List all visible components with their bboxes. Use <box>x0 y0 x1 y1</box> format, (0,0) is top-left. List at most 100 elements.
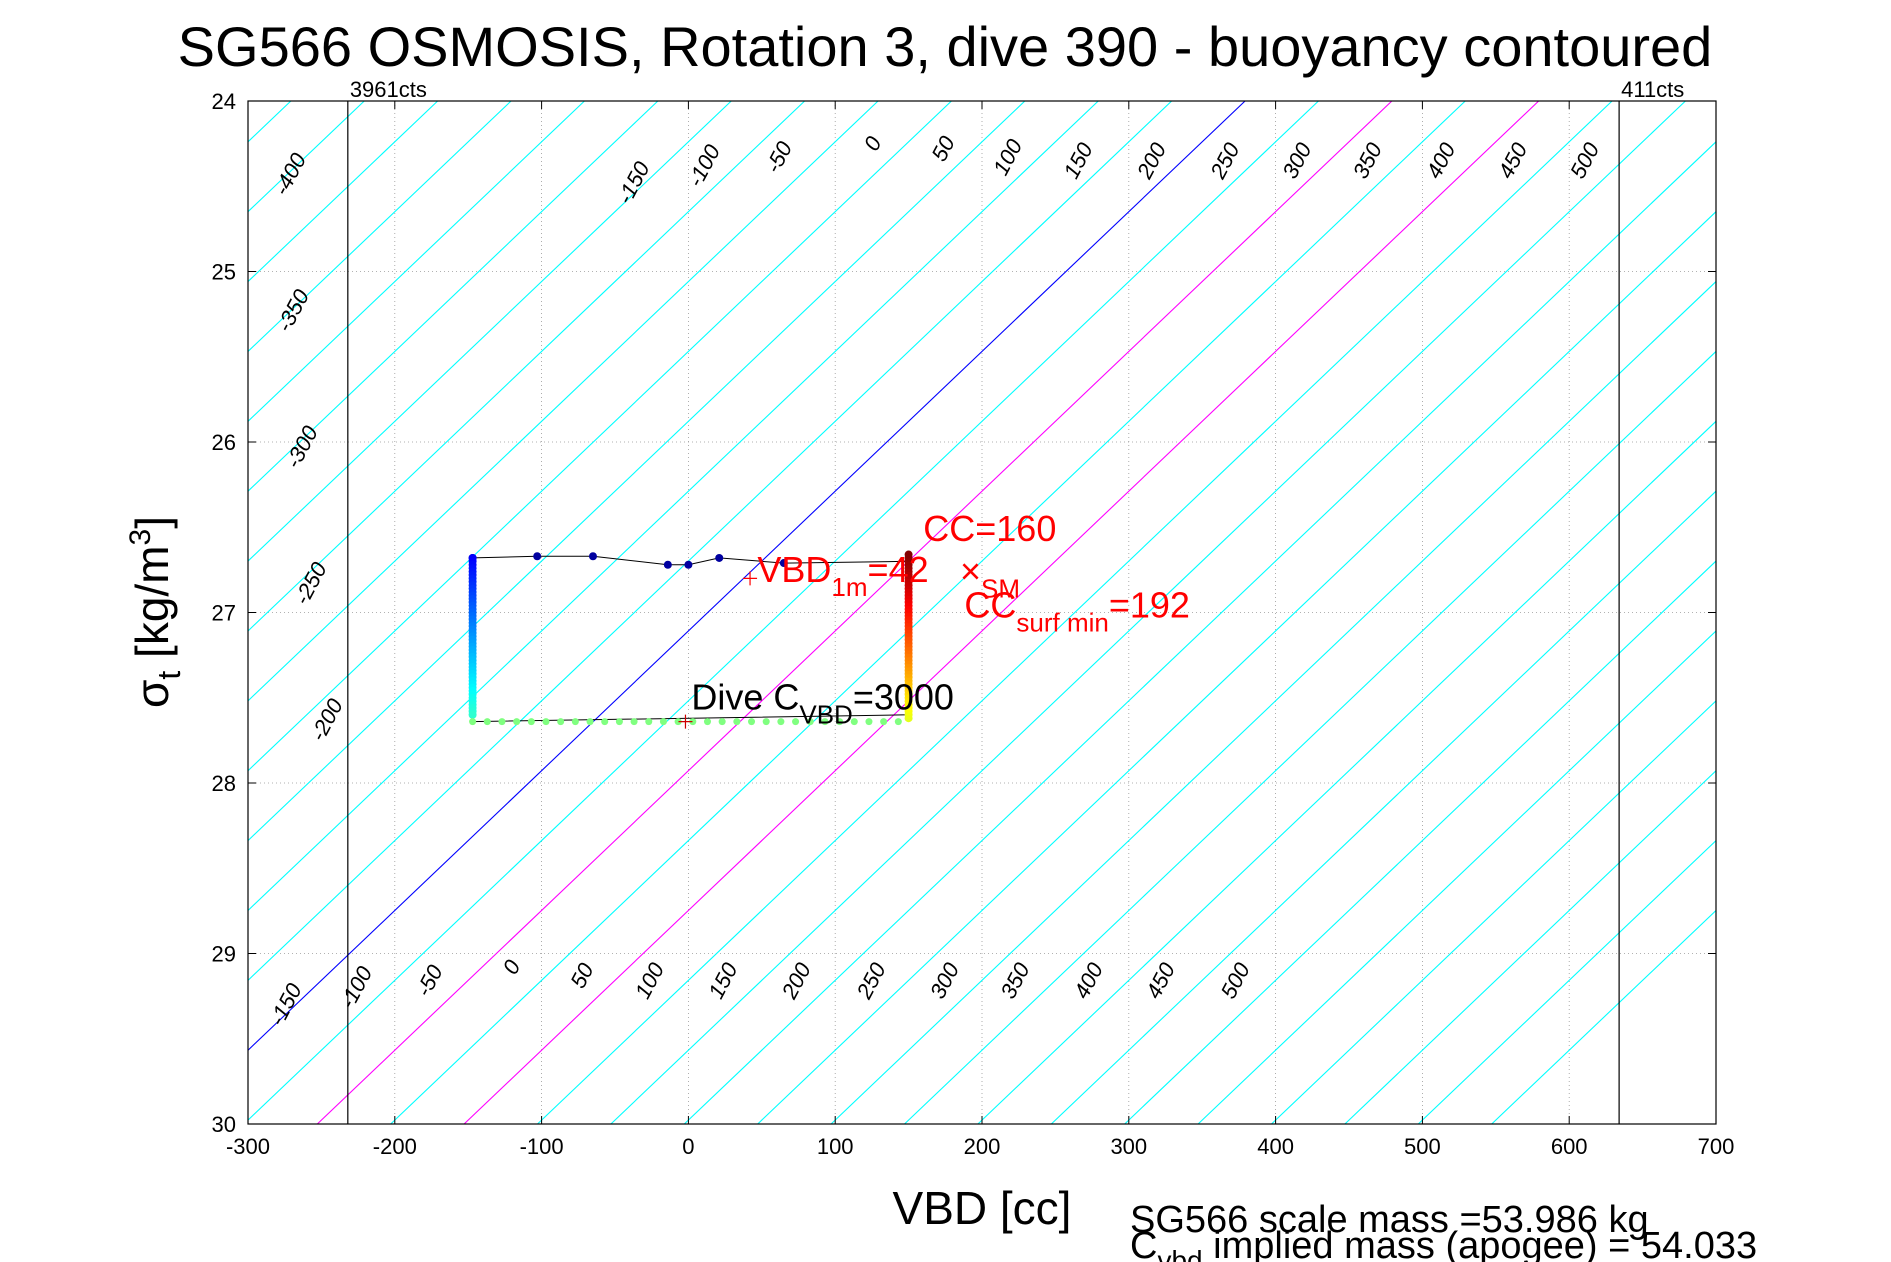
y-tick-label: 28 <box>212 771 236 796</box>
contour-label: 150 <box>703 958 743 1003</box>
x-tick-label: 500 <box>1404 1134 1441 1159</box>
x-axis-label: VBD [cc] <box>893 1182 1072 1234</box>
scale-mass-text: SG566 scale mass =53.986 kg <box>1130 1199 1649 1241</box>
limit-label: 3961cts <box>350 77 427 102</box>
contour-line <box>1417 839 1716 1124</box>
contour-label: -200 <box>305 694 348 745</box>
contour-line <box>683 141 1716 1124</box>
contour-line <box>248 101 659 492</box>
contour-line <box>248 101 1246 1051</box>
y-tick-label: 25 <box>212 260 236 285</box>
profile-point <box>689 718 697 726</box>
contour-label: 500 <box>1216 958 1256 1003</box>
y-tick-label: 24 <box>212 89 236 114</box>
chart-title: SG566 OSMOSIS, Rotation 3, dive 390 - bu… <box>178 15 1713 78</box>
profile-markers <box>468 550 913 729</box>
annotation-label: ×SM <box>960 551 1020 604</box>
contour-label: 450 <box>1141 958 1181 1003</box>
cross-marker <box>678 714 693 729</box>
contour-line <box>248 101 879 702</box>
contour-line <box>830 280 1716 1124</box>
contour-line <box>610 101 1686 1124</box>
buoyancy-contours <box>0 101 1716 1124</box>
y-tick-label: 30 <box>212 1112 236 1137</box>
profile-point <box>836 718 844 726</box>
contour-label: -100 <box>335 962 378 1013</box>
x-tick-label: -300 <box>226 1134 270 1159</box>
contour-line <box>0 101 217 1124</box>
contour-line <box>977 420 1716 1124</box>
y-tick-label: 27 <box>212 601 236 626</box>
contour-line <box>248 101 732 562</box>
x-tick-label: 200 <box>964 1134 1001 1159</box>
contour-line <box>463 101 1540 1124</box>
profile-point <box>659 718 667 726</box>
profile-point <box>762 718 770 726</box>
contour-label: -400 <box>268 148 311 199</box>
profile-point <box>779 559 788 568</box>
contour-label: -50 <box>411 960 448 1000</box>
contour-line <box>1197 630 1716 1124</box>
vbd-limit-lines: 3961cts 411cts <box>347 77 1684 1124</box>
profile-point <box>468 710 477 719</box>
profile-point <box>527 718 535 726</box>
contour-label: 0 <box>498 955 526 978</box>
profile-point <box>865 718 873 726</box>
profile-point <box>718 718 726 726</box>
contour-line <box>1344 769 1716 1124</box>
annotation-label: VBD1m=42 <box>757 549 928 602</box>
contour-line <box>316 101 1393 1124</box>
contour-line <box>1271 700 1716 1124</box>
limit-label: 411cts <box>1621 77 1684 102</box>
x-axis-ticks: -300 -200 -100 0 100 200 300 400 500 600 700 <box>226 101 1734 1159</box>
profile-point <box>894 718 902 726</box>
profile-point <box>630 718 638 726</box>
profile-point <box>483 718 491 726</box>
annotation-label: CC=160 <box>923 508 1056 549</box>
contour-line <box>248 101 806 632</box>
x-tick-label: 600 <box>1551 1134 1588 1159</box>
profile-point <box>715 553 724 562</box>
profile-point <box>674 718 682 726</box>
contour-label: 300 <box>1277 138 1317 183</box>
profile-point <box>557 718 565 726</box>
contour-line <box>248 101 439 283</box>
profile-point <box>601 718 609 726</box>
profile-point <box>663 560 672 569</box>
profile-point <box>571 718 579 726</box>
profile-point <box>513 718 521 726</box>
contour-line <box>1050 490 1716 1124</box>
contour-label: 500 <box>1565 138 1605 183</box>
contour-label: 50 <box>565 958 599 992</box>
contour-label: -150 <box>264 979 307 1030</box>
contour-label: -300 <box>280 421 323 472</box>
contour-label: 350 <box>1348 138 1388 183</box>
profile-point <box>498 718 506 726</box>
profile-point <box>588 552 597 561</box>
x-tick-label: 0 <box>682 1134 694 1159</box>
profile-point <box>645 718 653 726</box>
contour-line <box>537 101 1613 1124</box>
contour-label: 450 <box>1493 138 1533 183</box>
contour-label: -150 <box>612 157 655 208</box>
x-tick-label: 400 <box>1257 1134 1294 1159</box>
profile-point <box>733 718 741 726</box>
contour-label: -100 <box>682 140 725 191</box>
contour-label: 100 <box>630 958 670 1003</box>
contour-label: -250 <box>289 557 332 608</box>
contour-label: -50 <box>760 137 797 177</box>
annotation-label: Dive CVBD=3000 <box>691 677 954 730</box>
contour-line <box>248 101 585 423</box>
profile-point <box>684 560 693 569</box>
profile-point <box>821 718 829 726</box>
contour-label: 400 <box>1421 138 1461 183</box>
contour-label: -350 <box>271 285 314 336</box>
cross-marker <box>743 571 758 586</box>
contour-label: 300 <box>925 958 965 1003</box>
profile-point <box>615 718 623 726</box>
contour-label: 200 <box>776 958 816 1004</box>
y-tick-label: 26 <box>212 430 236 455</box>
profile-point <box>586 718 594 726</box>
